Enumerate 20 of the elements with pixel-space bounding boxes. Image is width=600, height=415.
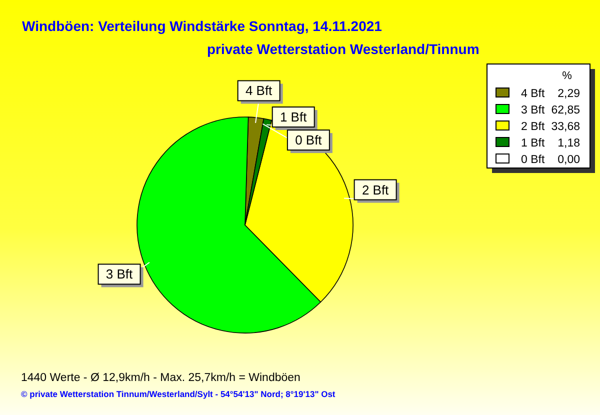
data-label: 62,85 bbox=[551, 104, 580, 116]
slice-label: 4 Bft bbox=[245, 83, 273, 98]
chart-subtitle: private Wetterstation Westerland/Tinnum bbox=[207, 41, 480, 57]
slice-label: 2 Bft bbox=[362, 182, 390, 198]
slice-label: 1 Bft bbox=[280, 110, 308, 125]
slice-label: 3 Bft bbox=[106, 266, 134, 282]
chart-title: Windböen: Verteilung Windstärke Sonntag, 14.11.2021 bbox=[22, 18, 382, 34]
legend-label: 1 Bft bbox=[521, 138, 546, 150]
data-label: 1,18 bbox=[558, 138, 580, 150]
category-label: 0 Bft bbox=[295, 132, 322, 148]
text: 0,00 bbox=[558, 154, 580, 166]
text: © private Wetterstation Tinnum/Westerland/Sylt - 54°54'13" Nord; 8°19'13" Ost bbox=[21, 389, 336, 399]
legend-label: 2 Bft bbox=[521, 121, 546, 133]
text: 1440 Werte - Ø 12,9km/h - Max. 25,7km/h = Windböen bbox=[21, 372, 300, 384]
data-label: 2,29 bbox=[558, 88, 580, 100]
legend-label: 3 Bft bbox=[521, 104, 546, 116]
legend-label: 0 Bft bbox=[521, 154, 546, 166]
data-label: 33,68 bbox=[551, 121, 580, 133]
legend-label: 4 Bft bbox=[521, 88, 546, 100]
legend-title: % bbox=[562, 70, 572, 82]
